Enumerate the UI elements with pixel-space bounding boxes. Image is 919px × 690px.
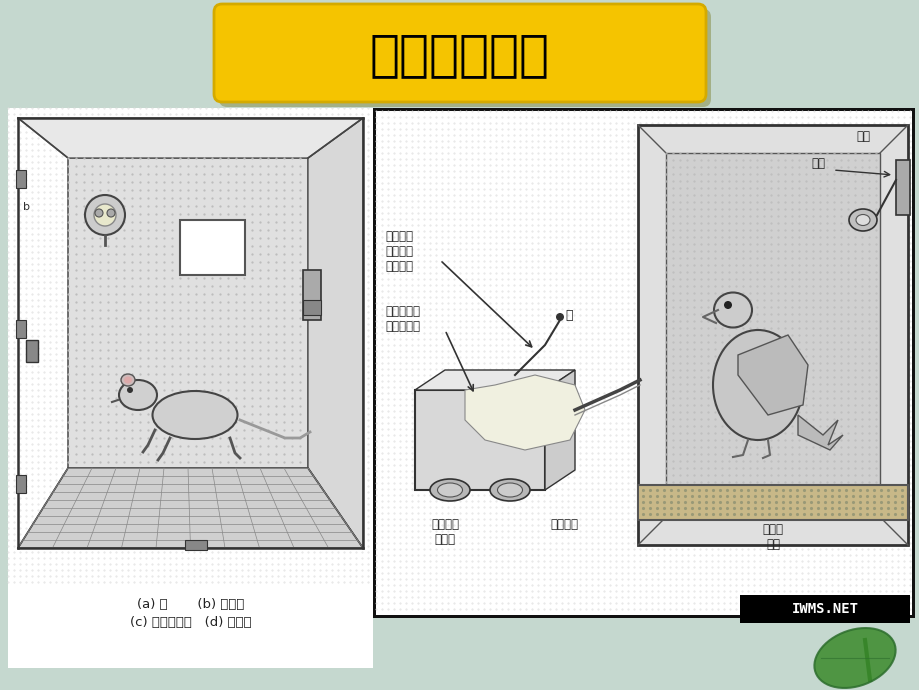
Ellipse shape <box>713 293 751 328</box>
Text: 斯金纳箱实验: 斯金纳箱实验 <box>369 31 550 79</box>
Text: 开关: 开关 <box>811 157 824 170</box>
Circle shape <box>127 387 133 393</box>
Ellipse shape <box>124 377 131 384</box>
Polygon shape <box>18 468 363 548</box>
Ellipse shape <box>855 215 869 226</box>
Bar <box>372 108 914 618</box>
Polygon shape <box>414 370 574 390</box>
Text: 笼随着反应
移动的方向: 笼随着反应 移动的方向 <box>384 305 420 333</box>
Text: (c) 杠杆或木板   (d) 电格栅: (c) 杠杆或木板 (d) 电格栅 <box>130 616 251 629</box>
Ellipse shape <box>121 374 135 386</box>
Ellipse shape <box>153 391 237 439</box>
Text: IWMS.NET: IWMS.NET <box>790 602 857 616</box>
Bar <box>185 540 207 550</box>
Bar <box>637 485 907 520</box>
Bar <box>302 270 321 320</box>
Polygon shape <box>18 118 363 158</box>
Bar <box>637 125 907 545</box>
Bar <box>302 300 321 315</box>
Polygon shape <box>308 118 363 548</box>
Text: 笔: 笔 <box>564 308 572 322</box>
Polygon shape <box>464 375 584 450</box>
Text: 键盘: 键盘 <box>855 130 869 143</box>
Text: b: b <box>23 202 30 212</box>
Bar <box>16 320 26 338</box>
Text: 圆筒纸架
动装置: 圆筒纸架 动装置 <box>430 518 459 546</box>
Polygon shape <box>544 370 574 490</box>
FancyBboxPatch shape <box>219 9 710 107</box>
Bar <box>8 108 372 668</box>
Circle shape <box>555 313 563 321</box>
Ellipse shape <box>429 479 470 501</box>
Ellipse shape <box>437 483 462 497</box>
Bar <box>180 220 244 275</box>
Ellipse shape <box>712 330 802 440</box>
Polygon shape <box>737 335 807 415</box>
Bar <box>68 158 308 468</box>
Text: 食物释
放器: 食物释 放器 <box>762 523 783 551</box>
Ellipse shape <box>119 380 157 410</box>
Text: 通向开关: 通向开关 <box>550 518 577 531</box>
Bar <box>16 170 26 188</box>
Bar <box>414 390 544 490</box>
Ellipse shape <box>848 209 876 231</box>
Circle shape <box>95 209 103 217</box>
Ellipse shape <box>497 483 522 497</box>
Polygon shape <box>797 415 842 450</box>
Bar <box>739 595 909 623</box>
Text: 记录器随
着时间移
动的方向: 记录器随 着时间移 动的方向 <box>384 230 413 273</box>
Polygon shape <box>813 628 894 688</box>
Bar <box>16 475 26 493</box>
Circle shape <box>85 195 125 235</box>
FancyBboxPatch shape <box>214 4 705 102</box>
Circle shape <box>723 301 732 309</box>
Bar <box>376 111 911 615</box>
Ellipse shape <box>490 479 529 501</box>
Bar <box>26 340 38 362</box>
Bar <box>895 160 909 215</box>
Bar <box>665 153 879 517</box>
Circle shape <box>107 209 115 217</box>
Text: (a) 灯       (b) 食物槽: (a) 灯 (b) 食物槽 <box>137 598 244 611</box>
Circle shape <box>94 204 116 226</box>
